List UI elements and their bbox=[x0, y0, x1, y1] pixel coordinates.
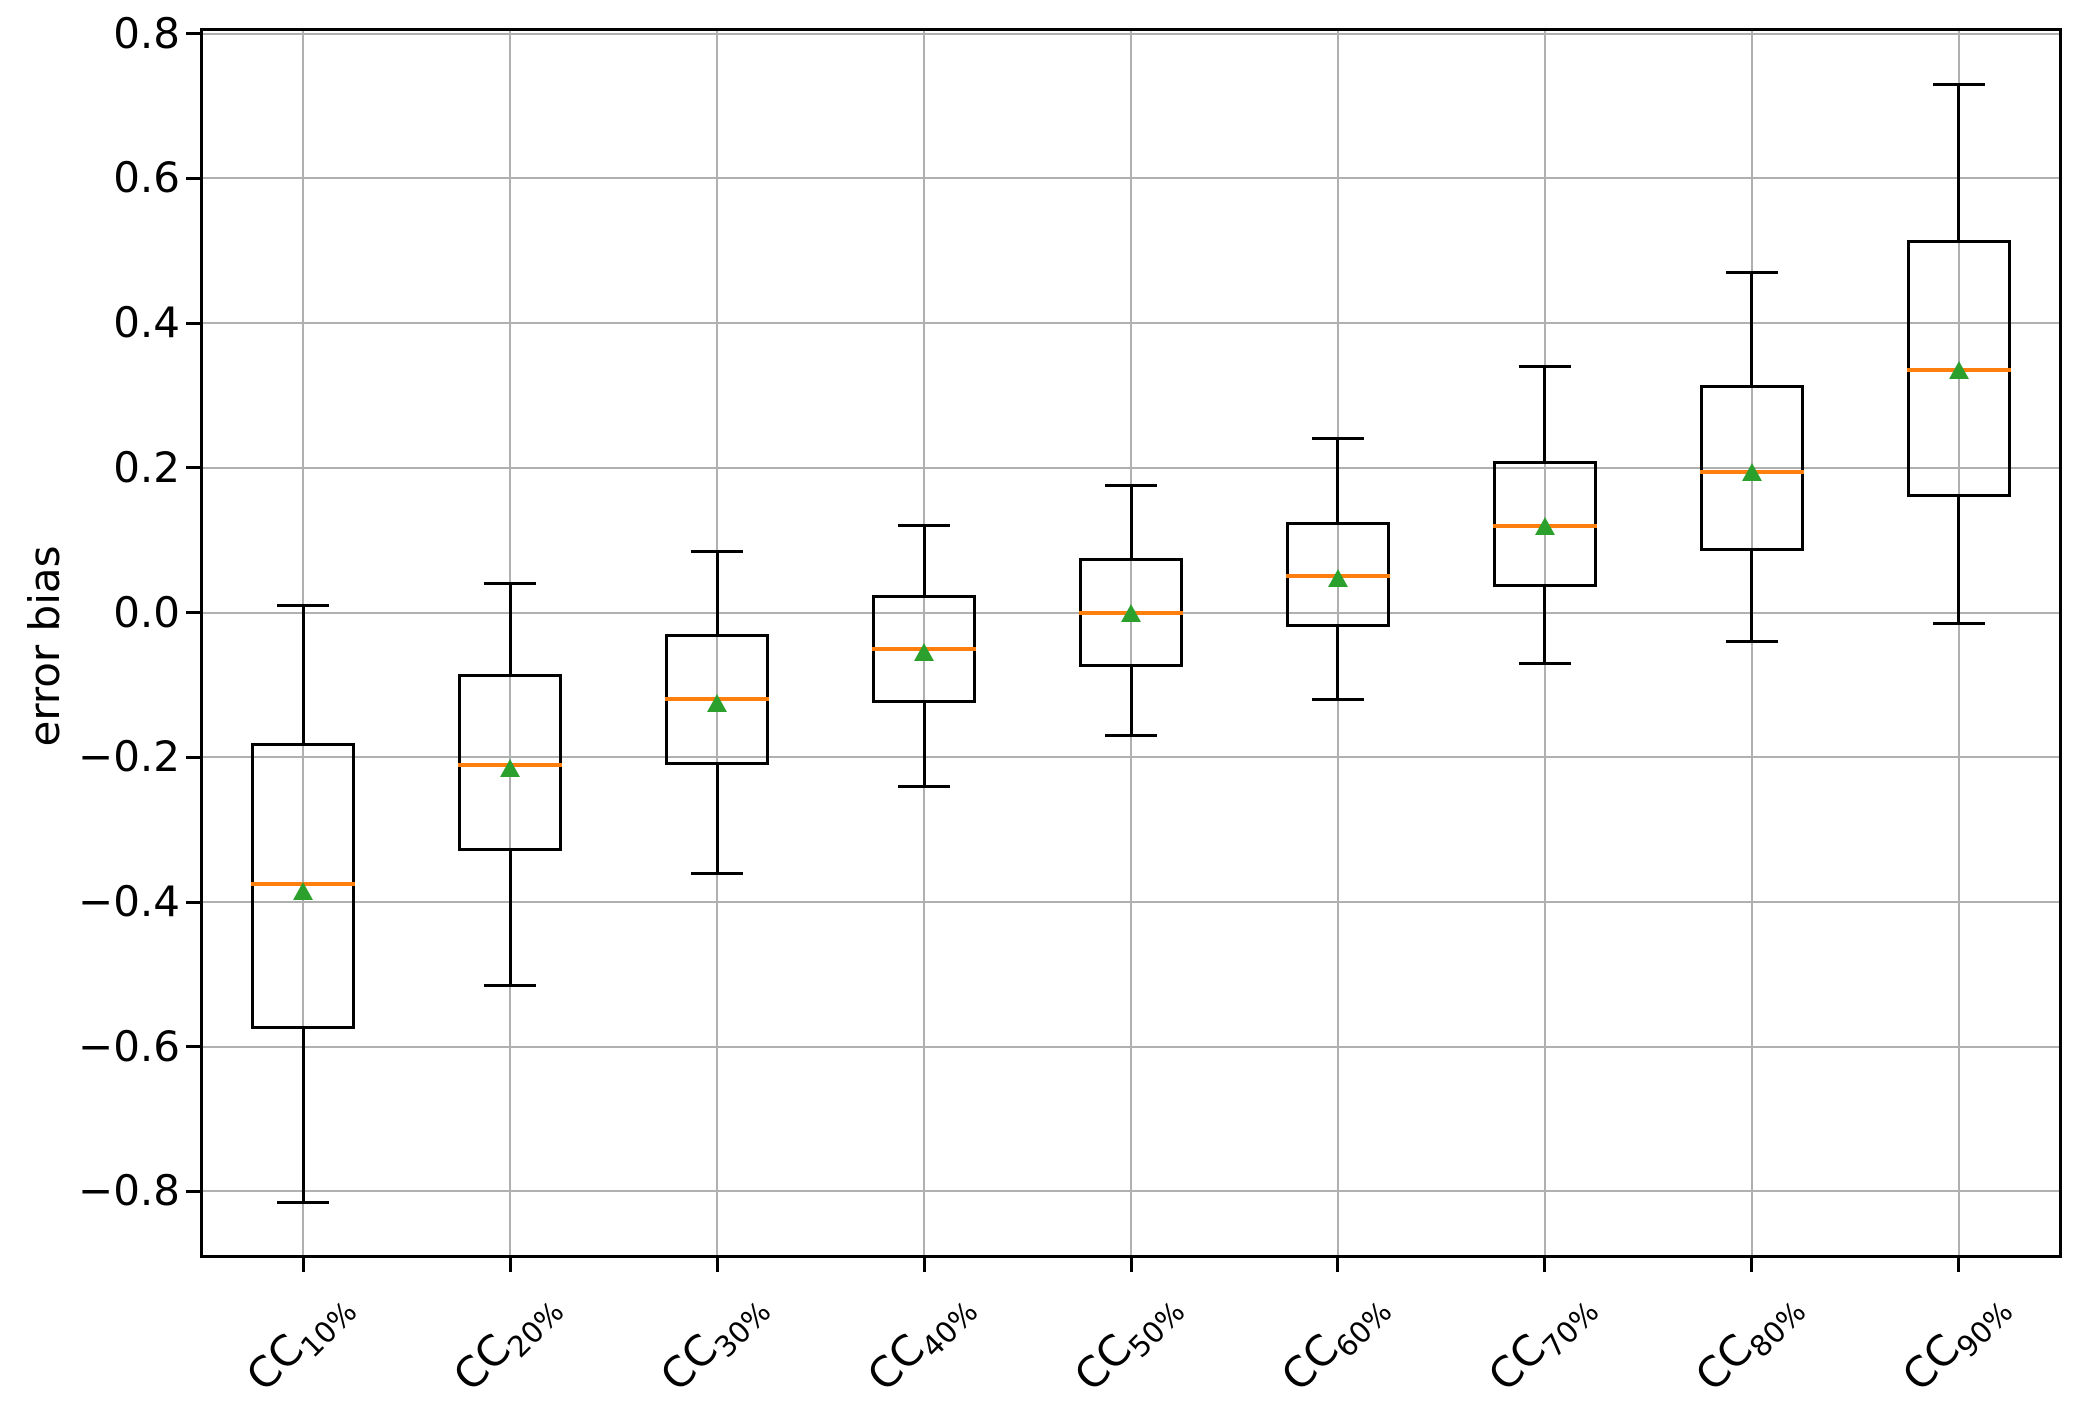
y-tick-label: 0.4 bbox=[113, 298, 180, 348]
x-tick-label: CC60% bbox=[1272, 1280, 1402, 1409]
y-tick-label: 0.2 bbox=[113, 442, 180, 492]
lower-whisker bbox=[301, 1028, 305, 1203]
y-tick bbox=[186, 1189, 200, 1193]
y-tick bbox=[186, 32, 200, 36]
y-tick bbox=[186, 900, 200, 904]
lower-whisker-cap bbox=[898, 784, 951, 788]
lower-whisker bbox=[1543, 587, 1547, 664]
x-tick-label: CC30% bbox=[651, 1280, 781, 1409]
upper-whisker-cap bbox=[1932, 82, 1985, 86]
y-tick bbox=[186, 611, 200, 615]
lower-whisker-cap bbox=[1725, 640, 1778, 644]
upper-whisker-cap bbox=[1518, 365, 1571, 369]
y-tick-label: 0.8 bbox=[113, 8, 180, 58]
lower-whisker-cap bbox=[1311, 697, 1364, 701]
x-tick-label: CC90% bbox=[1892, 1280, 2023, 1409]
v-gridline bbox=[1130, 31, 1132, 1255]
mean-marker-icon bbox=[914, 643, 935, 662]
y-tick bbox=[186, 755, 200, 759]
upper-whisker bbox=[922, 525, 926, 595]
v-gridline bbox=[923, 31, 926, 1255]
upper-whisker bbox=[1957, 84, 1961, 240]
x-tick bbox=[1750, 1258, 1754, 1272]
x-tick-label: CC50% bbox=[1065, 1280, 1195, 1409]
v-gridline bbox=[1957, 31, 1960, 1255]
mean-marker-icon bbox=[1121, 603, 1141, 622]
upper-whisker-cap bbox=[1725, 271, 1778, 275]
upper-whisker bbox=[1543, 366, 1547, 461]
x-tick-label: CC70% bbox=[1479, 1280, 1609, 1409]
y-tick-label: −0.8 bbox=[78, 1166, 180, 1216]
lower-whisker-cap bbox=[1932, 621, 1985, 625]
y-tick-label: −0.4 bbox=[78, 877, 180, 927]
y-tick bbox=[186, 176, 200, 180]
upper-whisker-cap bbox=[484, 582, 537, 586]
upper-whisker-cap bbox=[1311, 437, 1364, 441]
v-gridline bbox=[716, 31, 719, 1255]
y-tick-label: −0.6 bbox=[78, 1021, 180, 1071]
x-tick bbox=[1336, 1258, 1340, 1272]
upper-whisker bbox=[301, 605, 305, 743]
y-axis-label: error bias bbox=[20, 545, 69, 747]
x-tick bbox=[508, 1258, 512, 1272]
plot-frame bbox=[200, 28, 2062, 1258]
upper-whisker bbox=[1750, 272, 1754, 385]
lower-whisker-cap bbox=[484, 983, 537, 987]
lower-whisker bbox=[922, 703, 926, 787]
x-tick bbox=[922, 1258, 926, 1272]
upper-whisker-cap bbox=[1105, 484, 1157, 488]
x-tick bbox=[301, 1258, 305, 1272]
x-tick bbox=[1957, 1258, 1961, 1272]
upper-whisker bbox=[1129, 485, 1133, 559]
upper-whisker bbox=[715, 551, 719, 635]
x-tick bbox=[1543, 1258, 1547, 1272]
mean-marker-icon bbox=[1327, 568, 1348, 587]
lower-whisker-cap bbox=[1105, 734, 1157, 738]
lower-whisker bbox=[715, 764, 719, 874]
upper-whisker bbox=[1336, 438, 1340, 523]
mean-marker-icon bbox=[1534, 516, 1555, 535]
upper-whisker bbox=[508, 583, 512, 675]
lower-whisker bbox=[1750, 551, 1754, 642]
box bbox=[1699, 384, 1804, 552]
upper-whisker-cap bbox=[898, 524, 951, 528]
lower-whisker bbox=[1957, 496, 1961, 624]
mean-marker-icon bbox=[500, 759, 521, 778]
mean-marker-icon bbox=[293, 882, 314, 901]
upper-whisker-cap bbox=[691, 549, 744, 553]
y-tick-label: 0.0 bbox=[113, 587, 180, 637]
upper-whisker-cap bbox=[277, 603, 330, 607]
y-tick-label: 0.6 bbox=[113, 153, 180, 203]
y-tick-label: −0.2 bbox=[78, 732, 180, 782]
lower-whisker-cap bbox=[277, 1200, 330, 1204]
x-tick bbox=[1129, 1258, 1133, 1272]
lower-whisker-cap bbox=[691, 871, 744, 875]
lower-whisker bbox=[1336, 627, 1340, 700]
mean-marker-icon bbox=[1741, 462, 1762, 481]
x-tick-label: CC20% bbox=[444, 1280, 575, 1409]
mean-marker-icon bbox=[1948, 361, 1969, 380]
y-tick bbox=[186, 1045, 200, 1049]
y-tick bbox=[186, 321, 200, 325]
lower-whisker bbox=[508, 851, 512, 986]
mean-marker-icon bbox=[707, 694, 728, 713]
lower-whisker bbox=[1129, 666, 1133, 736]
y-tick bbox=[186, 466, 200, 470]
x-tick-label: CC40% bbox=[858, 1280, 988, 1409]
x-tick-label: CC80% bbox=[1685, 1280, 1816, 1409]
x-tick-label: CC10% bbox=[237, 1280, 368, 1409]
x-tick bbox=[715, 1258, 719, 1272]
lower-whisker-cap bbox=[1518, 661, 1571, 665]
